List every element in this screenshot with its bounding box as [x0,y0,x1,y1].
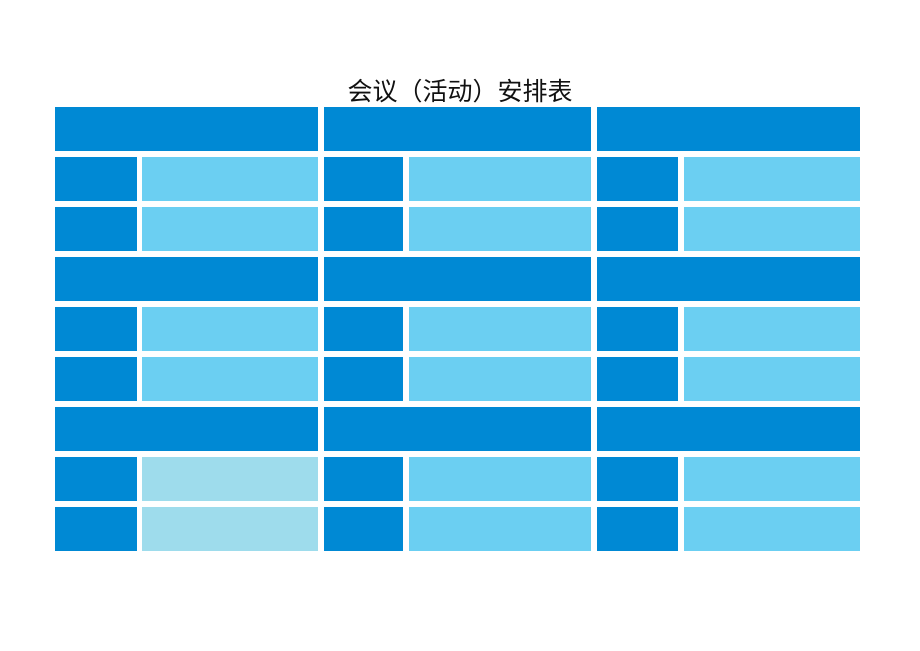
section-3-row-1-label-cell-3[interactable] [597,457,678,501]
section-3-header-cell-2[interactable] [324,407,591,451]
section-3-row-1-label-cell-1[interactable] [55,457,137,501]
section-3-row-2-value-cell-3[interactable] [684,507,860,551]
section-3-row-1-label-cell-2[interactable] [324,457,403,501]
page-title: 会议（活动）安排表 [347,77,573,106]
section-3-header-cell-3[interactable] [597,407,860,451]
section-1-row-1-label-cell-1[interactable] [55,157,137,201]
section-1-row-2-value-cell-3[interactable] [684,207,860,251]
section-2-row-2-label-cell-1[interactable] [55,357,137,401]
section-3-row-1-value-cell-2[interactable] [409,457,591,501]
section-1-row-1-value-cell-2[interactable] [409,157,591,201]
section-1-row-1-label-cell-2[interactable] [324,157,403,201]
section-2-row-1-value-cell-2[interactable] [409,307,591,351]
section-1-header-cell-1[interactable] [55,107,318,151]
section-1-row-2-label-cell-2[interactable] [324,207,403,251]
section-2-row-2-value-cell-1[interactable] [142,357,318,401]
section-2-row-1-label-cell-1[interactable] [55,307,137,351]
section-1-header-cell-2[interactable] [324,107,591,151]
section-2-row-2-value-cell-2[interactable] [409,357,591,401]
section-2-header-cell-2[interactable] [324,257,591,301]
section-1-row-2-label-cell-3[interactable] [597,207,678,251]
section-3-row-1-value-cell-3[interactable] [684,457,860,501]
section-3-row-2-label-cell-1[interactable] [55,507,137,551]
section-3-row-2-label-cell-3[interactable] [597,507,678,551]
section-3-row-2-value-cell-2[interactable] [409,507,591,551]
section-3-header-cell-1[interactable] [55,407,318,451]
section-3-row-2-value-cell-1[interactable] [142,507,318,551]
section-2-header-cell-3[interactable] [597,257,860,301]
section-1-row-1-label-cell-3[interactable] [597,157,678,201]
section-3-row-1-value-cell-1[interactable] [142,457,318,501]
section-2-header-cell-1[interactable] [55,257,318,301]
section-3-row-2-label-cell-2[interactable] [324,507,403,551]
section-2-row-1-label-cell-3[interactable] [597,307,678,351]
section-2-row-2-label-cell-2[interactable] [324,357,403,401]
section-1-row-2-value-cell-1[interactable] [142,207,318,251]
section-1-row-1-value-cell-1[interactable] [142,157,318,201]
section-1-row-2-label-cell-1[interactable] [55,207,137,251]
section-2-row-1-value-cell-1[interactable] [142,307,318,351]
section-2-row-1-label-cell-2[interactable] [324,307,403,351]
section-2-row-2-value-cell-3[interactable] [684,357,860,401]
section-1-row-2-value-cell-2[interactable] [409,207,591,251]
section-2-row-1-value-cell-3[interactable] [684,307,860,351]
section-1-header-cell-3[interactable] [597,107,860,151]
section-2-row-2-label-cell-3[interactable] [597,357,678,401]
section-1-row-1-value-cell-3[interactable] [684,157,860,201]
